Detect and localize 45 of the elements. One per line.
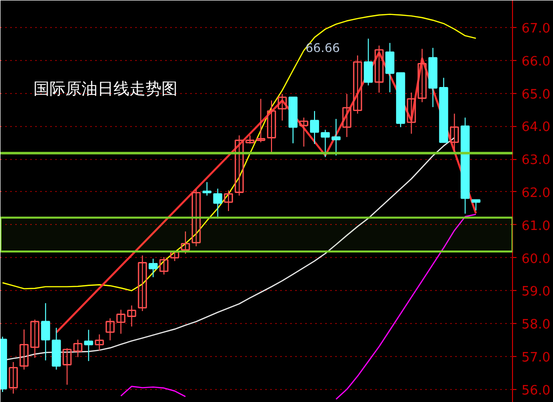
y-tick-label: 61.0 (522, 218, 550, 234)
candlestick (278, 93, 287, 122)
candlestick (332, 118, 341, 156)
candlestick (224, 190, 233, 212)
candlestick (192, 188, 201, 247)
text: 国际原油日线走势图 (34, 79, 178, 98)
candlestick (94, 334, 104, 352)
candlestick (266, 100, 276, 154)
y-tick-label: 60.0 (522, 252, 550, 267)
candlestick (364, 38, 373, 86)
y-tick-label: 64.0 (522, 120, 550, 136)
y-tick-label: 59.0 (522, 284, 550, 300)
y-tick-label: 58.0 (522, 318, 550, 333)
candlestick (418, 48, 427, 103)
candlestick (148, 258, 158, 278)
candlestick (213, 188, 222, 220)
y-tick-label: 66.0 (522, 54, 550, 70)
candlestick (106, 318, 115, 341)
candlestick (406, 92, 416, 134)
candlestick (30, 319, 40, 358)
candlestick (170, 250, 180, 262)
y-tick-label: 67.0 (522, 21, 550, 36)
candlestick (310, 110, 320, 144)
candlestick (180, 230, 190, 254)
y-tick-label: 63.0 (522, 153, 550, 168)
y-tick-label: 57.0 (522, 350, 550, 366)
candlestick (320, 129, 330, 158)
candlestick (41, 302, 50, 361)
y-tick-label: 62.0 (522, 186, 550, 201)
candlestick (8, 362, 18, 394)
annotation: 66.66 (306, 41, 340, 55)
candlestick (20, 328, 29, 370)
candlestick (450, 113, 459, 153)
line-series (2, 14, 477, 292)
candlestick (73, 339, 82, 358)
y-tick-label: 65.0 (522, 87, 550, 102)
candlestick (62, 348, 72, 386)
candlestick (138, 254, 147, 312)
candlestick (471, 199, 480, 211)
candlestick (299, 117, 308, 148)
y-tick-label: 56.0 (522, 383, 550, 398)
candlestick (84, 329, 94, 362)
candlestick (202, 182, 212, 196)
candlestick (159, 256, 168, 276)
candlestick (374, 45, 384, 94)
